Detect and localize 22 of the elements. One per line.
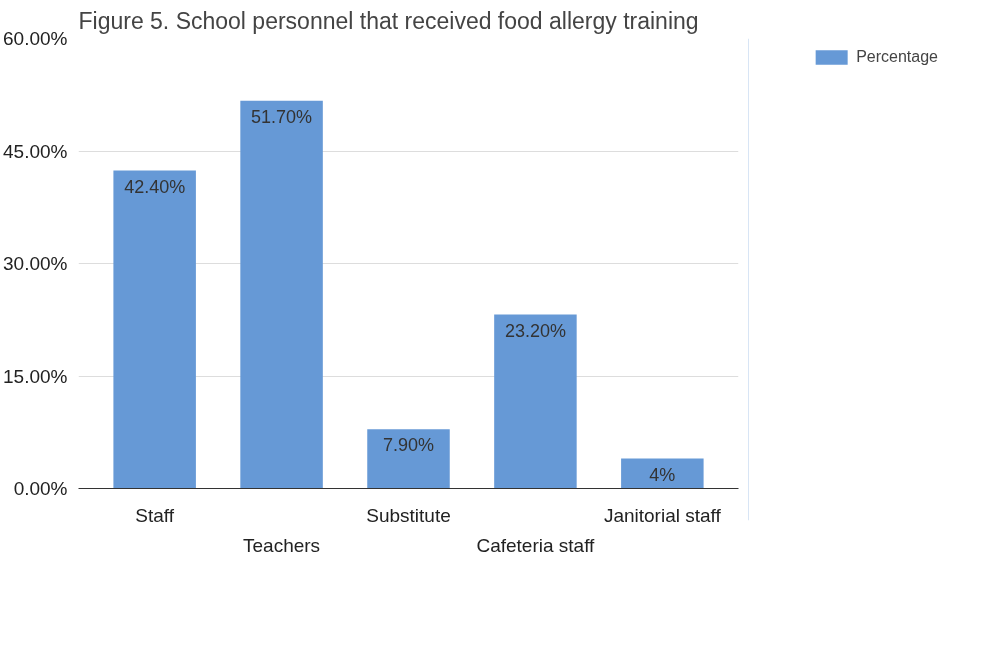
x-tick-label: Staff xyxy=(135,504,175,526)
x-tick-label: Teachers xyxy=(243,534,321,556)
x-tick-label: Cafeteria staff xyxy=(476,534,596,556)
bar xyxy=(113,170,196,489)
bar xyxy=(494,314,577,489)
data-label: 23.20% xyxy=(504,320,566,341)
x-tick-label: Substitute xyxy=(366,504,451,526)
y-tick-label: 0.00% xyxy=(13,478,68,499)
chart-title: Figure 5. School personnel that received food allergy training xyxy=(78,7,699,34)
x-tick-label: Janitorial staff xyxy=(603,504,722,526)
bar xyxy=(240,100,323,489)
data-label: 7.90% xyxy=(382,435,435,456)
y-tick-label: 15.00% xyxy=(3,365,68,387)
bar xyxy=(367,429,450,489)
data-label: 4% xyxy=(649,464,676,485)
y-tick-label: 30.00% xyxy=(3,253,68,274)
legend-label: Percentage xyxy=(856,48,938,66)
y-tick-label: 45.00% xyxy=(3,140,68,162)
data-label: 51.70% xyxy=(251,106,313,127)
bar xyxy=(621,458,704,489)
data-label: 42.40% xyxy=(124,176,186,197)
y-tick-label: 60.00% xyxy=(3,28,68,49)
